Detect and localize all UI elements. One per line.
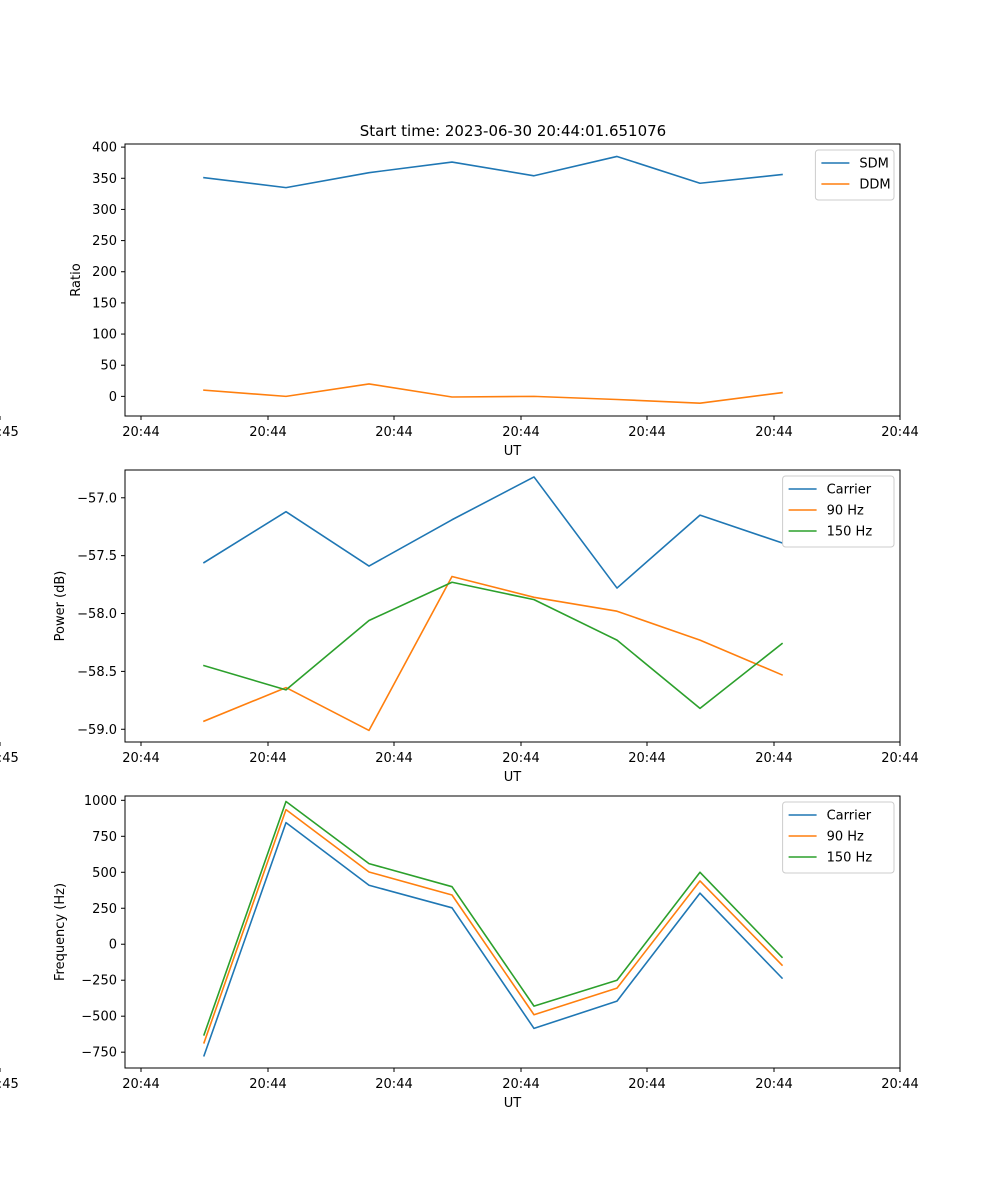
chart-1-x-tick-label: 20:45 <box>0 425 19 440</box>
chart-1-x-tick-label: 20:44 <box>122 425 159 440</box>
chart-3-y-tick-label: 0 <box>109 938 117 953</box>
chart-2-series-line-1 <box>202 476 784 589</box>
chart-2-axes-frame <box>124 469 901 743</box>
chart-3-x-axis-label: UT <box>504 1096 522 1111</box>
chart-2-x-tick-label: 20:44 <box>122 751 159 766</box>
chart-3-legend-label-3: 150 Hz <box>827 851 873 866</box>
chart-2-legend-box <box>782 475 895 548</box>
chart-1-y-axis-label: Ratio <box>69 263 84 296</box>
chart-1-y-tick-label: 400 <box>92 141 117 156</box>
chart-2-x-axis-label: UT <box>504 770 522 785</box>
chart-3-x-tick-label: 20:44 <box>881 1077 918 1092</box>
chart-3-legend-box <box>782 801 895 874</box>
chart-1-series-line-1 <box>203 155 783 189</box>
chart-3-x-tick-label: 20:44 <box>249 1077 286 1092</box>
chart-3-y-tick-label: −250 <box>81 974 117 989</box>
chart-2-x-tick-label: 20:45 <box>0 751 19 766</box>
chart-3-x-tick-label: 20:44 <box>755 1077 792 1092</box>
chart-2-x-tick-label: 20:44 <box>375 751 412 766</box>
chart-2-x-tick-label: 20:44 <box>628 751 665 766</box>
chart-2-y-tick-label: −57.0 <box>77 491 117 506</box>
chart-3-series-line-3 <box>202 800 784 1036</box>
chart-1-y-tick-label: 150 <box>92 296 117 311</box>
chart-1-x-tick-label: 20:44 <box>881 425 918 440</box>
chart-1-legend-label-2: DDM <box>859 178 890 193</box>
chart-1-x-tick-label: 20:44 <box>502 425 539 440</box>
chart-1-y-tick-label: 250 <box>92 234 117 249</box>
chart-3-series-line-1 <box>202 821 784 1057</box>
chart-1-y-tick-label: 200 <box>92 265 117 280</box>
chart-2-y-tick-label: −58.0 <box>77 607 117 622</box>
chart-1-x-tick-label: 20:44 <box>375 425 412 440</box>
chart-1-y-tick-label: 350 <box>92 172 117 187</box>
chart-3-series-line-2 <box>202 808 784 1044</box>
chart-2-y-axis-label: Power (dB) <box>53 571 68 642</box>
chart-2-y-tick-label: −59.0 <box>77 723 117 738</box>
chart-3-axes-frame <box>124 795 901 1069</box>
chart-3-y-tick-label: 500 <box>92 866 117 881</box>
chart-2-legend-label-2: 90 Hz <box>827 504 864 519</box>
chart-3-legend-label-1: Carrier <box>827 809 872 824</box>
chart-2-y-tick-label: −57.5 <box>77 549 117 564</box>
chart-3-x-tick-label: 20:44 <box>502 1077 539 1092</box>
chart-1-y-tick-label: 100 <box>92 328 117 343</box>
chart-2-legend-label-3: 150 Hz <box>827 525 873 540</box>
chart-3-legend-label-2: 90 Hz <box>827 830 864 845</box>
chart-3-x-tick-label: 20:44 <box>628 1077 665 1092</box>
chart-2-x-tick-label: 20:44 <box>881 751 918 766</box>
figure-title: Start time: 2023-06-30 20:44:01.651076 <box>360 122 666 140</box>
chart-1-y-tick-label: 0 <box>109 390 117 405</box>
chart-1-y-tick-label: 50 <box>100 359 117 374</box>
chart-1-series-line-2 <box>203 383 783 405</box>
chart-2-x-tick-label: 20:44 <box>502 751 539 766</box>
chart-1-x-tick-label: 20:44 <box>249 425 286 440</box>
chart-1-y-tick-label: 300 <box>92 203 117 218</box>
chart-3-y-tick-label: −750 <box>81 1046 117 1061</box>
chart-3-y-tick-label: 250 <box>92 902 117 917</box>
chart-1-x-axis-label: UT <box>504 444 522 459</box>
chart-3-x-tick-label: 20:44 <box>375 1077 412 1092</box>
chart-2-series-line-3 <box>203 581 784 710</box>
chart-1-x-tick-label: 20:44 <box>755 425 792 440</box>
chart-3-x-tick-label: 20:44 <box>122 1077 159 1092</box>
chart-3-x-tick-label: 20:45 <box>0 1077 19 1092</box>
chart-3-y-tick-label: 1000 <box>84 794 117 809</box>
chart-3-y-axis-label: Frequency (Hz) <box>53 883 68 981</box>
chart-1-axes-frame <box>124 143 901 417</box>
chart-2-series-line-2 <box>202 575 784 732</box>
chart-2-x-tick-label: 20:44 <box>755 751 792 766</box>
chart-3-y-tick-label: 750 <box>92 830 117 845</box>
chart-1-x-tick-label: 20:44 <box>628 425 665 440</box>
chart-2-y-tick-label: −58.5 <box>77 665 117 680</box>
chart-1-legend-label-1: SDM <box>859 157 888 172</box>
chart-2-x-tick-label: 20:44 <box>249 751 286 766</box>
chart-3-y-tick-label: −500 <box>81 1010 117 1025</box>
chart-2-legend-label-1: Carrier <box>827 483 872 498</box>
